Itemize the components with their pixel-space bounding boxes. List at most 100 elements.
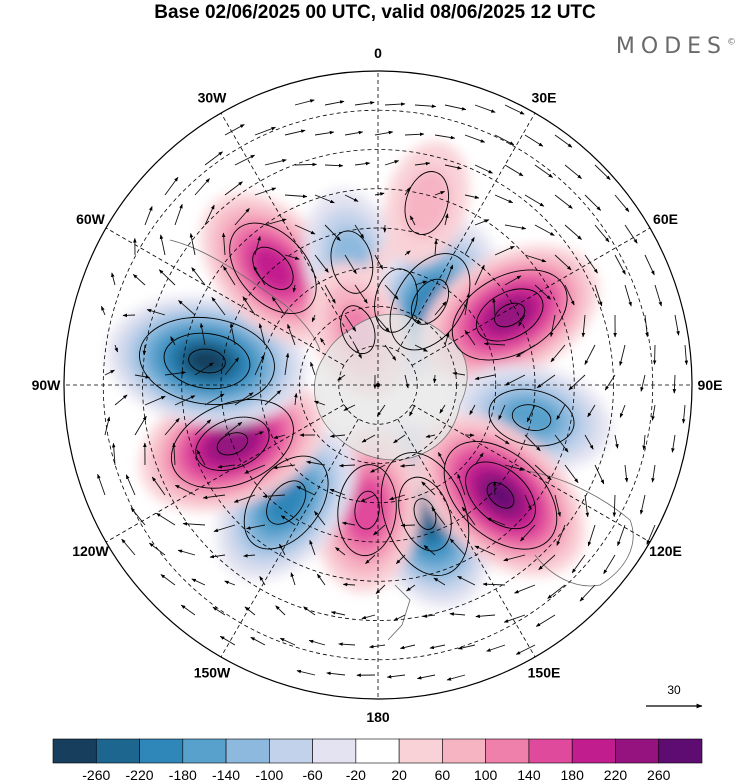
wind-arrow: [524, 494, 532, 511]
wind-arrow: [279, 543, 286, 556]
wind-arrow: [104, 416, 111, 436]
wind-arrow: [619, 404, 626, 418]
wind-arrow: [159, 234, 166, 256]
wind-arrow: [144, 205, 153, 226]
colorbar-label: -220: [126, 767, 154, 783]
wind-arrow: [514, 584, 536, 594]
wind-arrow: [594, 464, 605, 485]
colorbar-label: 20: [391, 767, 407, 783]
wind-arrow: [246, 524, 266, 530]
wind-arrow: [457, 473, 466, 496]
wind-arrow: [614, 254, 626, 275]
wind-arrow: [313, 400, 326, 406]
wind-arrow: [416, 674, 436, 680]
wind-arrow: [158, 269, 176, 286]
wind-arrow: [258, 323, 266, 346]
wind-arrow: [374, 130, 394, 136]
contour-line: [380, 452, 470, 577]
wind-arrow: [374, 314, 390, 333]
wind-arrow: [330, 611, 346, 616]
wind-arrow: [294, 99, 315, 106]
wind-arrow: [374, 254, 384, 270]
wind-arrow: [534, 464, 552, 481]
wind-arrow: [579, 584, 596, 602]
wind-arrow: [449, 538, 466, 556]
wind-arrow: [271, 296, 286, 316]
wind-arrow: [434, 134, 456, 140]
wind-arrow: [421, 481, 436, 496]
wind-arrow: [329, 434, 346, 438]
wind-arrow: [584, 434, 594, 450]
wind-arrow: [354, 284, 368, 304]
colorbar-label: 140: [517, 767, 541, 783]
wind-arrow: [654, 284, 662, 307]
wind-arrow: [547, 584, 566, 599]
wind-arrow: [518, 314, 526, 327]
wind-arrow: [474, 164, 493, 174]
colorbar-swatch: [52, 738, 97, 764]
wind-arrow: [114, 394, 128, 406]
meridian-label: 60W: [76, 211, 106, 227]
antarctica-shape: [314, 313, 468, 461]
wind-arrow: [564, 284, 575, 306]
wind-arrow: [338, 642, 356, 647]
wind-arrow: [503, 614, 526, 623]
wind-arrow: [229, 322, 236, 346]
wind-arrow: [503, 554, 526, 562]
meridian-label: 150W: [194, 665, 231, 681]
wind-arrow: [486, 517, 506, 526]
wind-arrow: [674, 314, 680, 336]
colorbar-swatch: [355, 738, 400, 764]
wind-arrow: [400, 464, 416, 468]
anomaly-contours: [243, 455, 329, 550]
wind-arrow: [672, 374, 677, 394]
wind-arrow: [280, 515, 296, 526]
meridian-label: 120E: [649, 543, 682, 559]
wind-arrow: [146, 309, 166, 316]
wind-arrow: [526, 404, 536, 423]
wind-arrow: [524, 434, 541, 452]
south-america-outline: [169, 239, 321, 351]
contour-line: [404, 171, 449, 235]
wind-arrow: [294, 162, 318, 167]
wind-arrow: [326, 671, 346, 676]
anomaly-level: [190, 350, 224, 372]
wind-arrow: [243, 553, 256, 558]
contour-line: [139, 316, 275, 406]
wind-arrow: [104, 369, 115, 376]
wind-arrow: [603, 554, 616, 575]
anomaly-level: [403, 168, 451, 238]
wind-arrow: [284, 352, 290, 376]
wind-arrow: [404, 374, 409, 389]
wind-arrow: [196, 449, 206, 466]
copyright-mark: ©: [727, 37, 736, 48]
wind-arrow: [384, 160, 400, 166]
wind-arrow: [444, 213, 449, 226]
wind-arrow: [310, 361, 316, 376]
anomaly-center: [415, 414, 586, 577]
wind-arrow: [464, 237, 475, 256]
wind-arrow: [399, 644, 416, 650]
colorbar-label: -20: [346, 767, 366, 783]
meridian-line: [411, 227, 651, 366]
meridian-line: [411, 404, 651, 543]
colorbar-swatch: [485, 738, 530, 764]
anomaly-center: [384, 141, 470, 265]
wind-arrow: [474, 104, 496, 113]
colorbar-swatch: [571, 738, 616, 764]
wind-arrow: [284, 194, 308, 199]
wind-arrow: [642, 434, 646, 451]
wind-arrow: [624, 464, 629, 483]
anomaly-level: [270, 485, 302, 520]
wind-arrow: [189, 232, 196, 256]
contour-line: [494, 302, 526, 328]
wind-arrow: [584, 194, 602, 211]
wind-arrow: [475, 614, 496, 619]
wind-arrow: [482, 582, 506, 587]
wind-arrow: [404, 314, 422, 324]
meridian-label: 30W: [198, 89, 228, 105]
colorbar-swatch: [398, 738, 443, 764]
colorbar-label: -60: [302, 767, 322, 783]
wind-arrow: [474, 452, 484, 466]
